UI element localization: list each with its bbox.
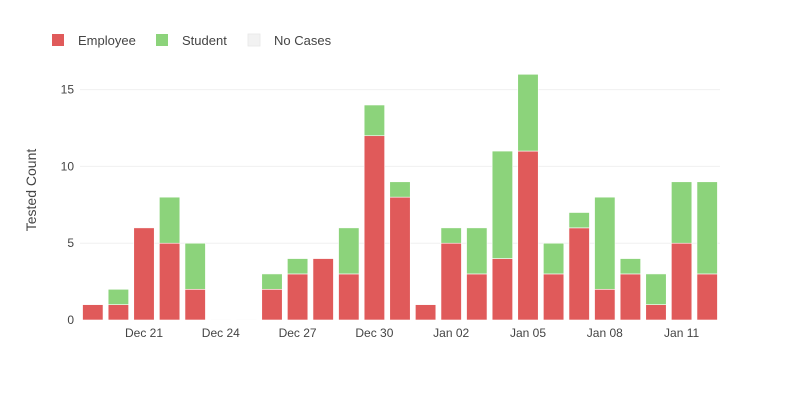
legend-swatch	[247, 33, 261, 47]
x-tick-label: Dec 27	[279, 326, 317, 340]
x-tick-label: Dec 21	[125, 326, 163, 340]
legend-label: No Cases	[274, 33, 332, 48]
no-cases-bar[interactable]	[235, 318, 257, 321]
y-axis-ticks: 0 5 10 15	[61, 83, 75, 327]
student-bar[interactable]	[517, 73, 539, 152]
employee-bar[interactable]	[338, 273, 360, 321]
y-tick-label: 0	[67, 313, 74, 327]
employee-bar[interactable]	[594, 288, 616, 321]
x-tick-label: Dec 24	[202, 326, 240, 340]
employee-bar[interactable]	[619, 273, 641, 321]
x-tick-label: Jan 08	[587, 326, 623, 340]
employee-bar[interactable]	[184, 288, 206, 321]
legend-label: Student	[182, 33, 227, 48]
student-bar[interactable]	[107, 288, 129, 305]
student-bar[interactable]	[363, 104, 385, 137]
student-bar[interactable]	[184, 242, 206, 290]
x-tick-label: Jan 05	[510, 326, 546, 340]
student-bar[interactable]	[466, 227, 488, 275]
legend-item-employee[interactable]: Employee	[52, 33, 136, 48]
employee-bar[interactable]	[568, 227, 590, 321]
student-bar[interactable]	[491, 150, 513, 259]
student-bar[interactable]	[287, 258, 309, 275]
no-cases-bar[interactable]	[210, 318, 232, 321]
employee-bar[interactable]	[440, 242, 462, 321]
y-tick-label: 15	[61, 83, 75, 97]
legend-swatch	[156, 34, 168, 46]
legend-item-student[interactable]: Student	[156, 33, 227, 48]
x-axis-ticks: Dec 21 Dec 24 Dec 27 Dec 30 Jan 02 Jan 05 Jan …	[125, 326, 700, 340]
employee-bar[interactable]	[389, 196, 411, 321]
student-bar[interactable]	[568, 212, 590, 229]
student-bar[interactable]	[594, 196, 616, 290]
employee-bar[interactable]	[107, 304, 129, 321]
student-bar[interactable]	[440, 227, 462, 244]
student-bar[interactable]	[671, 181, 693, 244]
employee-bar[interactable]	[645, 304, 667, 321]
legend-swatch	[52, 34, 64, 46]
employee-bar[interactable]	[82, 304, 104, 321]
employee-bar[interactable]	[133, 227, 155, 321]
student-bar[interactable]	[619, 258, 641, 275]
employee-bar[interactable]	[671, 242, 693, 321]
y-axis-title: Tested Count	[23, 149, 39, 232]
x-tick-label: Jan 02	[433, 326, 469, 340]
employee-bar[interactable]	[466, 273, 488, 321]
employee-bar[interactable]	[159, 242, 181, 321]
student-bar[interactable]	[159, 196, 181, 244]
employee-bar[interactable]	[415, 304, 437, 321]
x-tick-label: Dec 30	[355, 326, 393, 340]
employee-bar[interactable]	[517, 150, 539, 321]
student-bar[interactable]	[543, 242, 565, 275]
employee-bar[interactable]	[363, 135, 385, 321]
employee-bar[interactable]	[491, 258, 513, 321]
bars	[82, 73, 718, 321]
student-bar[interactable]	[261, 273, 283, 290]
legend-item-no-cases[interactable]: No Cases	[247, 33, 332, 48]
student-bar[interactable]	[338, 227, 360, 275]
employee-bar[interactable]	[696, 273, 718, 321]
student-bar[interactable]	[696, 181, 718, 275]
legend: Employee Student No Cases	[52, 33, 332, 48]
employee-bar[interactable]	[543, 273, 565, 321]
student-bar[interactable]	[389, 181, 411, 198]
employee-bar[interactable]	[261, 288, 283, 321]
employee-bar[interactable]	[312, 258, 334, 321]
x-tick-label: Jan 11	[664, 326, 699, 340]
y-tick-label: 5	[67, 236, 74, 250]
student-bar[interactable]	[645, 273, 667, 305]
employee-bar[interactable]	[287, 273, 309, 321]
legend-label: Employee	[78, 33, 136, 48]
y-tick-label: 10	[61, 159, 75, 173]
